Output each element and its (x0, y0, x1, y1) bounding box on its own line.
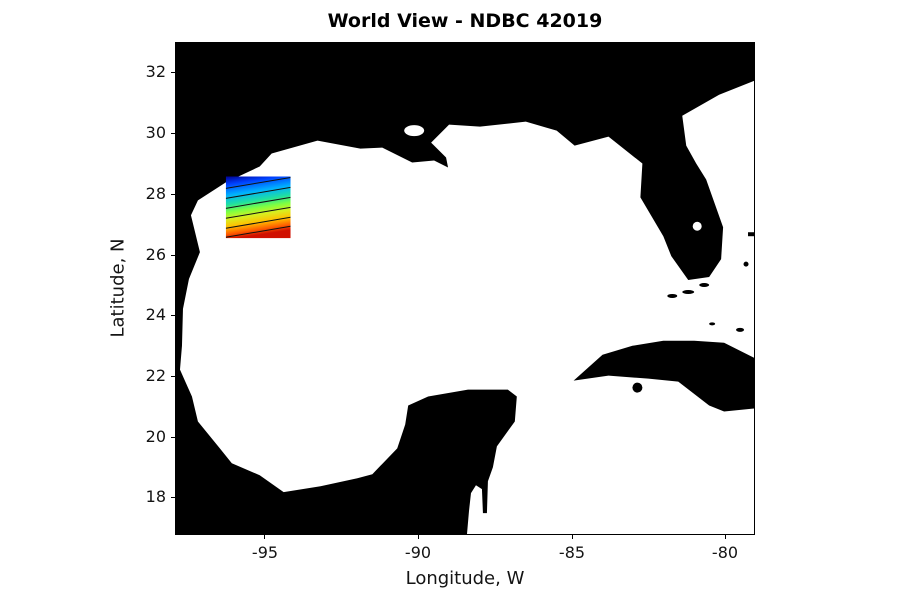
y-tick-label-32: 32 (145, 62, 166, 81)
island-isla-de-la-juventud (632, 382, 643, 393)
lake-pontchartrain (404, 125, 425, 137)
land-cuba (573, 340, 754, 412)
y-tick-label-22: 22 (145, 366, 166, 385)
y-tick-label-26: 26 (145, 245, 166, 264)
lake-okeechobee (692, 221, 702, 231)
x-tick-label-80: -80 (711, 543, 739, 562)
y-tick-mark (171, 497, 175, 498)
y-tick-mark (171, 194, 175, 195)
plot-title: World View - NDBC 42019 (327, 10, 603, 32)
x-tick-mark (264, 535, 265, 539)
x-tick-label-85: -85 (558, 543, 586, 562)
y-tick-mark (171, 72, 175, 73)
x-tick-mark (418, 535, 419, 539)
y-tick-mark (171, 133, 175, 134)
y-tick-mark (171, 376, 175, 377)
y-tick-mark (171, 437, 175, 438)
gulf-of-mexico-map (176, 43, 754, 534)
x-tick-mark (725, 535, 726, 539)
y-tick-mark (171, 255, 175, 256)
land-north-america-mexico (176, 43, 754, 534)
islands-florida-keys (667, 283, 710, 298)
x-axis-label: Longitude, W (405, 568, 525, 589)
x-tick-label-90: -90 (404, 543, 432, 562)
x-tick-label-95: -95 (251, 543, 279, 562)
x-tick-mark (572, 535, 573, 539)
y-tick-label-18: 18 (145, 487, 166, 506)
contour-swath-42019 (225, 176, 291, 239)
map-plot-area (175, 42, 755, 535)
y-tick-label-24: 24 (145, 305, 166, 324)
y-tick-label-28: 28 (145, 184, 166, 203)
contour-lines (225, 176, 291, 238)
y-tick-mark (171, 315, 175, 316)
islands-bahama-cays (709, 232, 754, 332)
y-tick-label-30: 30 (145, 123, 166, 142)
y-tick-label-20: 20 (145, 427, 166, 446)
